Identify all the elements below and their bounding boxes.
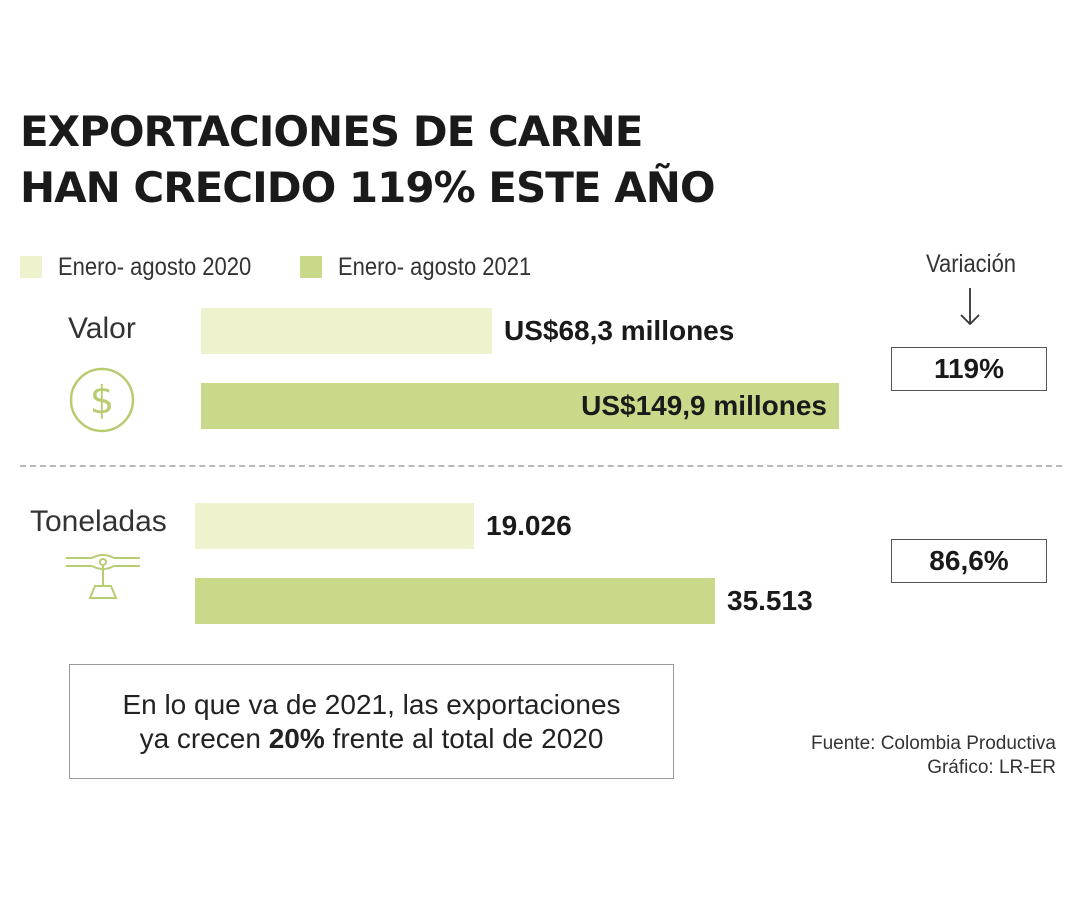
legend-item-2021: Enero- agosto 2021 bbox=[300, 252, 558, 282]
source-credit: Fuente: Colombia Productiva Gráfico: LR-… bbox=[811, 732, 1056, 780]
chart-title-line-2: HAN CRECIDO 119% ESTE AÑO bbox=[20, 163, 716, 212]
source-line: Fuente: Colombia Productiva bbox=[810, 733, 1056, 754]
bar-valor-2020 bbox=[201, 308, 492, 354]
data-label-valor-2020: US$68,3 millones bbox=[504, 315, 735, 346]
category-label-toneladas: Toneladas bbox=[30, 505, 167, 538]
svg-text:$: $ bbox=[90, 378, 114, 422]
note-line-2-pre: ya crecen bbox=[139, 722, 269, 754]
dollar-icon: $ bbox=[69, 367, 135, 433]
data-label-toneladas-2020: 19.026 bbox=[486, 510, 572, 541]
variation-box-toneladas: 86,6% bbox=[891, 539, 1047, 583]
note-line-1: En lo que va de 2021, las exportaciones bbox=[122, 688, 621, 720]
variation-header: Variación bbox=[925, 250, 1017, 278]
arrow-down-icon bbox=[960, 288, 980, 326]
legend-label-2020: Enero- agosto 2020 bbox=[58, 252, 252, 281]
data-label-toneladas-2021: 35.513 bbox=[727, 585, 813, 616]
note-line-2: ya crecen 20% frente al total de 2020 bbox=[140, 722, 604, 756]
legend-swatch-2021 bbox=[300, 256, 322, 278]
bar-valor-2021 bbox=[201, 383, 839, 429]
chart-title-line-1: EXPORTACIONES DE CARNE bbox=[20, 107, 643, 156]
category-label-valor: Valor bbox=[68, 312, 136, 345]
section-divider bbox=[20, 465, 1062, 467]
note-line-2-post: frente al total de 2020 bbox=[324, 722, 604, 754]
graphic-credit-line: Gráfico: LR-ER bbox=[927, 757, 1056, 778]
variation-box-valor: 119% bbox=[891, 347, 1047, 391]
chart-title: EXPORTACIONES DE CARNE HAN CRECIDO 119% … bbox=[20, 104, 920, 216]
legend-swatch-2020 bbox=[20, 256, 42, 278]
legend-label-2021: Enero- agosto 2021 bbox=[338, 252, 532, 281]
bar-toneladas-2020 bbox=[195, 503, 474, 549]
legend-item-2020: Enero- agosto 2020 bbox=[20, 252, 278, 282]
bar-toneladas-2021 bbox=[195, 578, 715, 624]
note-highlight: 20% bbox=[268, 722, 325, 754]
note-box: En lo que va de 2021, las exportaciones … bbox=[69, 664, 674, 779]
data-label-valor-2021: US$149,9 millones bbox=[581, 390, 827, 421]
scale-icon bbox=[66, 554, 140, 599]
